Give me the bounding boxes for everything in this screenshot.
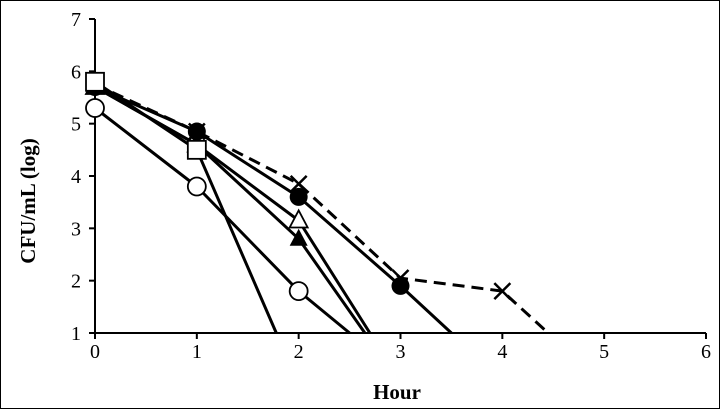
axes: [89, 18, 707, 339]
y-tick-label: 4: [71, 166, 81, 188]
series-line: [94, 85, 367, 334]
x-marker: [289, 174, 308, 193]
series-markers: [84, 71, 512, 302]
y-tick-label: 2: [71, 271, 81, 293]
x-tick-label: 1: [192, 341, 202, 363]
series-line: [94, 83, 550, 335]
open-circle-marker: [288, 281, 309, 302]
series-line: [94, 80, 278, 334]
filled-circle-marker: [391, 276, 410, 295]
series-line: [94, 106, 351, 335]
y-tick-label: 3: [71, 218, 81, 240]
open-triangle-marker: [288, 208, 310, 229]
filled-circle-marker: [187, 122, 206, 141]
x-tick-label: 0: [90, 341, 100, 363]
x-marker: [493, 282, 512, 301]
x-tick-label: 5: [599, 341, 609, 363]
x-tick-label: 4: [497, 341, 507, 363]
y-tick-label: 5: [71, 114, 81, 136]
y-tick-label: 1: [71, 323, 81, 345]
x-tick-label: 2: [294, 341, 304, 363]
open-square-marker: [85, 71, 105, 92]
y-tick-label: 6: [71, 61, 81, 83]
y-tick-label: 7: [71, 9, 81, 31]
filled-triangle-marker: [289, 228, 308, 246]
open-circle-marker: [85, 98, 105, 118]
series-lines: [94, 80, 550, 335]
y-tick-labels: 1 2 3 4 5 6 7: [71, 9, 81, 345]
x-tick-label: 6: [701, 341, 711, 363]
x-tick-labels: 0 1 2 3 4 5 6: [90, 341, 711, 363]
filled-circle-marker: [289, 187, 308, 206]
series-line: [94, 85, 453, 335]
y-axis-title: CFU/mL (log): [16, 138, 40, 263]
x-tick-label: 3: [396, 341, 406, 363]
x-axis-title: Hour: [373, 380, 421, 404]
open-circle-marker: [186, 176, 207, 197]
open-square-marker: [186, 139, 207, 160]
